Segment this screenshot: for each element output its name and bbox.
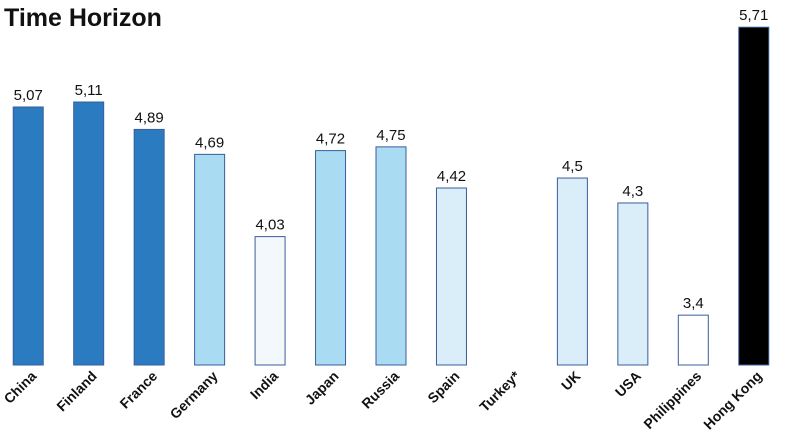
- x-tick-label: India: [247, 368, 282, 403]
- x-tick-label: UK: [558, 368, 584, 394]
- x-tick-label: France: [116, 368, 160, 412]
- value-label: 3,4: [683, 295, 704, 312]
- bar: [254, 236, 286, 366]
- value-label: 4,42: [437, 168, 466, 185]
- x-tick-label: Germany: [166, 368, 220, 422]
- bar: [556, 177, 588, 366]
- bar: [73, 101, 105, 366]
- x-tick-label: Philippines: [640, 368, 704, 432]
- x-tick-label: Japan: [302, 368, 342, 408]
- chart-title: Time Horizon: [4, 4, 162, 32]
- value-label: 4,3: [622, 183, 643, 200]
- bar: [617, 202, 649, 366]
- value-label: 4,75: [376, 127, 405, 144]
- x-tick-label: Turkey*: [476, 367, 523, 414]
- bar: [435, 187, 467, 366]
- bar: [677, 314, 709, 366]
- x-tick-label: USA: [612, 368, 644, 400]
- value-label: 5,71: [739, 7, 768, 24]
- x-tick-label: Russia: [358, 368, 402, 412]
- value-label: 5,07: [14, 87, 43, 104]
- bar: [194, 153, 226, 366]
- value-label: 4,03: [255, 217, 284, 234]
- bar: [315, 150, 347, 366]
- bar: [375, 146, 407, 366]
- value-label: 4,5: [562, 158, 583, 175]
- x-tick-label: China: [1, 368, 40, 407]
- value-label: 5,11: [75, 82, 103, 99]
- x-tick-label: Finland: [53, 368, 100, 415]
- x-tick-label: Spain: [424, 368, 462, 406]
- x-tick-label: Hong Kong: [700, 368, 765, 433]
- value-label: 4,89: [135, 109, 164, 126]
- value-label: 4,72: [316, 131, 345, 148]
- bar: [738, 26, 770, 366]
- bar: [12, 106, 44, 366]
- value-label: 4,69: [195, 134, 224, 151]
- bar: [133, 128, 165, 366]
